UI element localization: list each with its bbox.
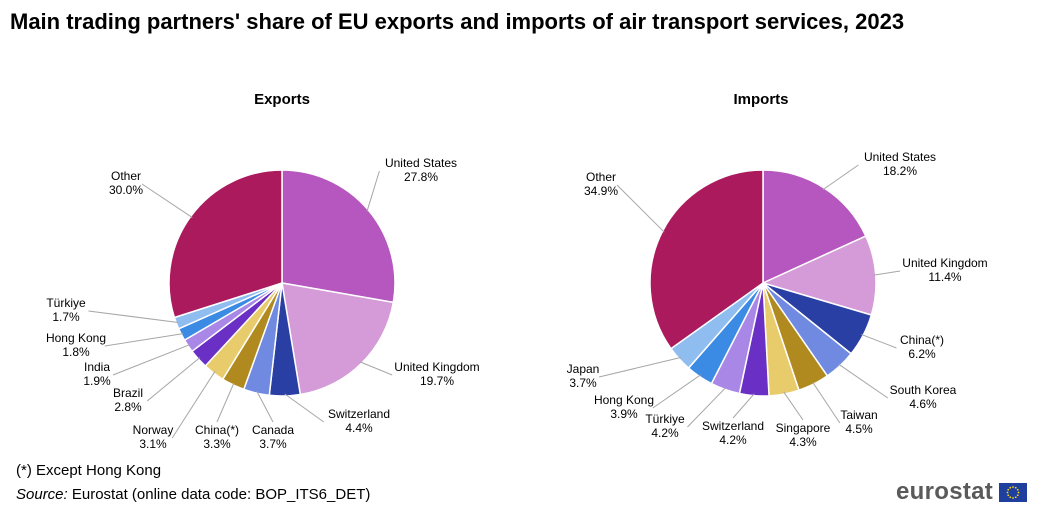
leader-line-united-kingdom (359, 361, 393, 376)
slice-value-south-korea: 4.6% (909, 397, 937, 411)
pie-slice-united-states (762, 169, 867, 285)
slice-label-switzerland: Switzerland (328, 407, 390, 421)
leader-line-norway (171, 371, 216, 439)
slice-value-switzerland: 4.2% (719, 433, 747, 447)
slice-value-other: 30.0% (109, 183, 143, 197)
leader-line-other (141, 183, 193, 219)
leader-line-china (861, 333, 897, 349)
slice-label-united-kingdom: United Kingdom (902, 256, 987, 270)
slice-label-other: Other (111, 169, 141, 183)
leader-line-brazil (146, 357, 201, 402)
slice-label-t-rkiye: Türkiye (46, 296, 86, 310)
slice-value-t-rkiye: 4.2% (651, 426, 679, 440)
leader-line-t-rkiye (88, 310, 179, 323)
source-text: Eurostat (online data code: BOP_ITS6_DET… (71, 486, 371, 503)
slice-value-singapore: 4.3% (789, 435, 817, 449)
slice-label-switzerland: Switzerland (702, 419, 764, 433)
leader-line-taiwan (812, 381, 841, 424)
slice-value-norway: 3.1% (139, 437, 167, 451)
chart-title: Main trading partners' share of EU expor… (10, 9, 905, 34)
leader-line-united-states (822, 164, 859, 191)
leader-line-south-korea (838, 363, 889, 399)
footnote: (*) Except Hong Kong (16, 462, 162, 479)
slice-value-china: 6.2% (908, 347, 936, 361)
slice-value-india: 1.9% (83, 374, 111, 388)
slice-label-india: India (84, 360, 110, 374)
source-label: Source: (16, 486, 68, 503)
slice-value-other: 34.9% (584, 184, 618, 198)
slice-value-hong-kong: 1.8% (62, 345, 90, 359)
slice-label-other: Other (586, 170, 616, 184)
leader-line-united-states (366, 170, 380, 212)
slice-label-hong-kong: Hong Kong (594, 393, 654, 407)
slice-value-switzerland: 4.4% (345, 421, 373, 435)
slice-label-china: China(*) (195, 423, 239, 437)
pie-slice-united-kingdom (281, 282, 395, 396)
leader-line-china (216, 382, 235, 423)
slice-value-canada: 3.7% (259, 437, 287, 451)
leader-line-switzerland (284, 393, 325, 423)
imports-subtitle: Imports (733, 91, 788, 108)
slice-label-singapore: Singapore (776, 421, 831, 435)
eu-flag-icon (999, 482, 1028, 502)
leader-line-canada (256, 390, 274, 423)
exports-subtitle: Exports (254, 91, 310, 108)
slice-label-taiwan: Taiwan (840, 408, 877, 422)
slice-label-united-states: United States (385, 156, 457, 170)
leader-line-india (112, 344, 190, 376)
leader-line-hong-kong (652, 374, 701, 409)
slice-value-brazil: 2.8% (114, 400, 142, 414)
source-note: Source: Eurostat (online data code: BOP_… (16, 486, 370, 503)
slice-label-hong-kong: Hong Kong (46, 331, 106, 345)
slice-label-south-korea: South Korea (890, 383, 957, 397)
slice-value-united-states: 18.2% (883, 164, 917, 178)
slice-value-t-rkiye: 1.7% (52, 310, 80, 324)
leader-line-other (616, 184, 665, 233)
leader-line-singapore (783, 391, 804, 421)
slice-value-united-kingdom: 11.4% (928, 270, 961, 284)
pie-slice-other (649, 169, 764, 350)
slice-label-united-states: United States (864, 150, 936, 164)
slice-label-united-kingdom: United Kingdom (394, 360, 479, 374)
logo-text: eurostat (896, 478, 994, 505)
pie-slice-united-states (281, 169, 396, 304)
slice-value-hong-kong: 3.9% (610, 407, 638, 421)
slice-label-china: China(*) (900, 333, 944, 347)
slice-label-t-rkiye: Türkiye (645, 412, 685, 426)
slice-value-united-kingdom: 19.7% (420, 374, 454, 388)
slice-label-canada: Canada (252, 423, 294, 437)
leader-line-japan (598, 357, 681, 378)
slice-value-china: 3.3% (203, 437, 231, 451)
eurostat-logo: eurostat (896, 478, 1028, 506)
leader-line-switzerland (732, 393, 755, 419)
slice-label-norway: Norway (133, 423, 174, 437)
leader-line-united-kingdom (873, 270, 901, 276)
slice-label-brazil: Brazil (113, 386, 143, 400)
slice-value-japan: 3.7% (569, 376, 597, 390)
leader-line-hong-kong (104, 333, 184, 347)
slice-value-united-states: 27.8% (404, 170, 438, 184)
slice-label-japan: Japan (567, 362, 600, 376)
leader-line-t-rkiye (687, 387, 727, 428)
slice-value-taiwan: 4.5% (845, 422, 873, 436)
